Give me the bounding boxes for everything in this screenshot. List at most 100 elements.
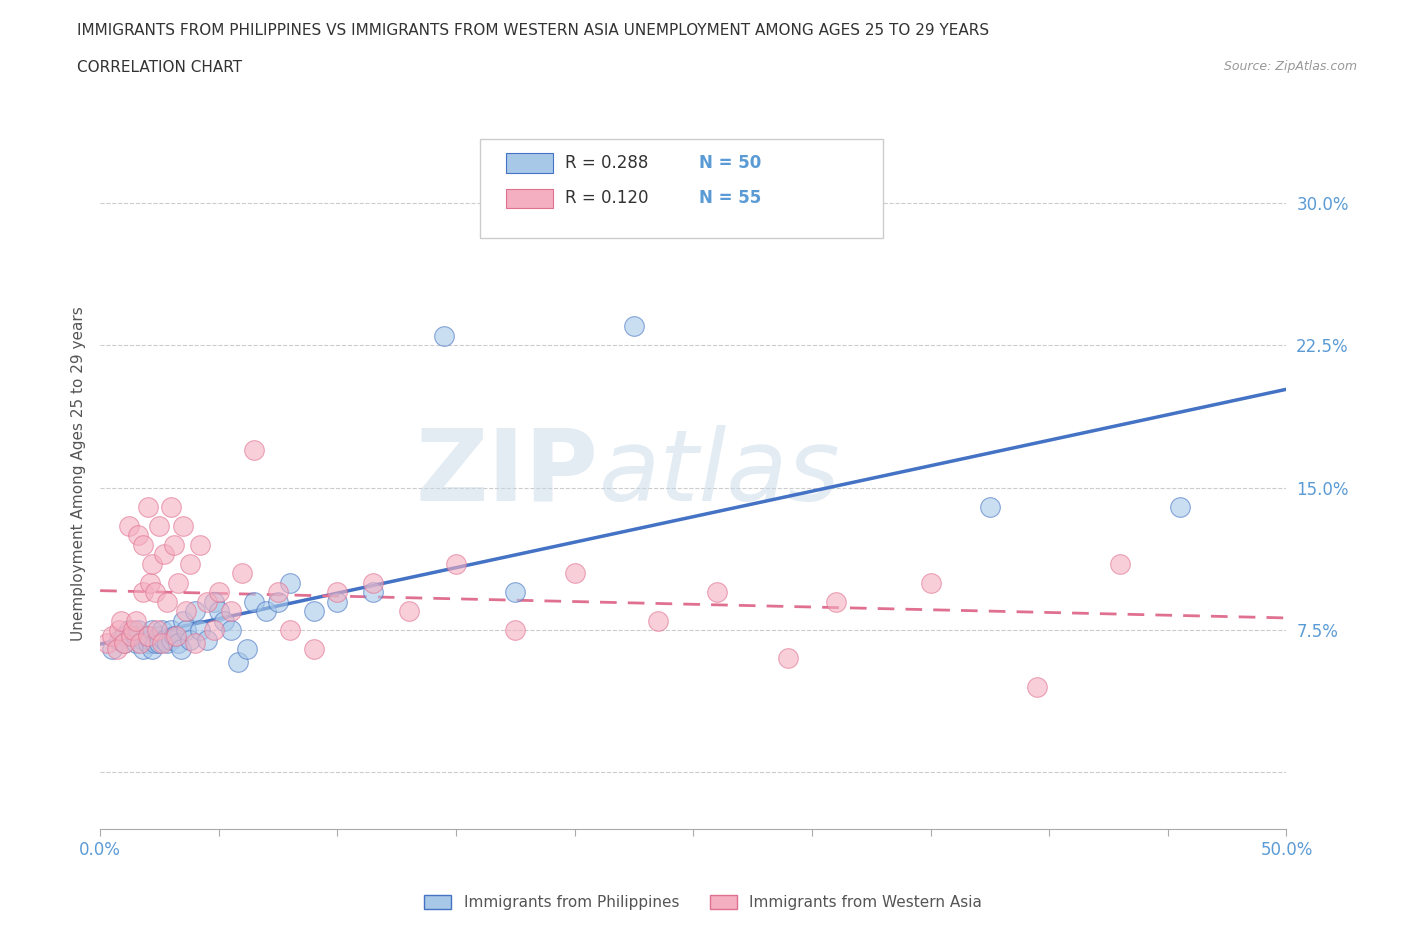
Text: IMMIGRANTS FROM PHILIPPINES VS IMMIGRANTS FROM WESTERN ASIA UNEMPLOYMENT AMONG A: IMMIGRANTS FROM PHILIPPINES VS IMMIGRANT… <box>77 23 990 38</box>
Point <box>326 585 349 600</box>
Point <box>120 629 142 644</box>
Point <box>165 629 187 644</box>
Point <box>125 613 148 628</box>
Point <box>208 585 231 600</box>
Point <box>212 613 235 628</box>
Point <box>278 575 301 590</box>
Point <box>167 575 190 590</box>
Point <box>132 642 155 657</box>
Point <box>160 622 183 637</box>
Point <box>101 629 124 644</box>
Point <box>444 556 467 571</box>
Point <box>236 642 259 657</box>
Text: N = 50: N = 50 <box>699 153 762 172</box>
Point <box>706 585 728 600</box>
Point <box>184 604 207 618</box>
Point <box>148 636 170 651</box>
Point <box>195 594 218 609</box>
Point <box>117 622 139 637</box>
Point <box>172 518 194 533</box>
Point <box>564 565 586 580</box>
Point <box>278 622 301 637</box>
Point <box>1168 499 1191 514</box>
Point <box>112 629 135 644</box>
Point <box>163 629 186 644</box>
Point <box>326 594 349 609</box>
Point <box>202 622 225 637</box>
Point <box>136 636 159 651</box>
Point <box>219 604 242 618</box>
Text: Source: ZipAtlas.com: Source: ZipAtlas.com <box>1223 60 1357 73</box>
Point <box>188 538 211 552</box>
Point <box>647 613 669 628</box>
Point <box>132 585 155 600</box>
Point <box>141 622 163 637</box>
FancyBboxPatch shape <box>506 189 554 208</box>
Point <box>160 499 183 514</box>
Point <box>132 632 155 647</box>
Point <box>302 642 325 657</box>
Point <box>243 594 266 609</box>
Point <box>148 518 170 533</box>
Point <box>219 622 242 637</box>
Point <box>143 585 166 600</box>
Point <box>132 538 155 552</box>
Point <box>136 629 159 644</box>
Point <box>623 319 645 334</box>
Text: CORRELATION CHART: CORRELATION CHART <box>77 60 242 75</box>
Text: N = 55: N = 55 <box>699 190 762 207</box>
Point <box>129 636 152 651</box>
Point <box>101 642 124 657</box>
Point <box>398 604 420 618</box>
Point <box>920 575 942 590</box>
Point <box>226 655 249 670</box>
Point <box>254 604 277 618</box>
Point <box>139 632 162 647</box>
Text: R = 0.120: R = 0.120 <box>565 190 648 207</box>
Point <box>1109 556 1132 571</box>
Legend: Immigrants from Philippines, Immigrants from Western Asia: Immigrants from Philippines, Immigrants … <box>416 887 990 918</box>
Point <box>174 604 197 618</box>
Point <box>824 594 846 609</box>
Text: R = 0.288: R = 0.288 <box>565 153 648 172</box>
Text: ZIP: ZIP <box>416 425 599 522</box>
Point <box>167 636 190 651</box>
Point <box>122 622 145 637</box>
Point <box>163 538 186 552</box>
Point <box>174 622 197 637</box>
Point <box>105 642 128 657</box>
Point <box>108 632 131 647</box>
Point <box>125 636 148 651</box>
Point <box>150 636 173 651</box>
Point <box>267 594 290 609</box>
Point <box>155 636 177 651</box>
Point <box>778 651 800 666</box>
Point <box>139 575 162 590</box>
Point <box>112 636 135 651</box>
Point <box>125 629 148 644</box>
Point <box>112 636 135 651</box>
Point <box>136 629 159 644</box>
FancyBboxPatch shape <box>479 139 883 238</box>
Point <box>172 613 194 628</box>
Point <box>208 604 231 618</box>
Point <box>146 622 169 637</box>
Point <box>184 636 207 651</box>
Point <box>179 556 201 571</box>
Point <box>361 575 384 590</box>
Point <box>150 622 173 637</box>
Point <box>153 547 176 562</box>
Point <box>141 556 163 571</box>
Point <box>1026 680 1049 695</box>
Point <box>195 632 218 647</box>
Point <box>243 442 266 457</box>
Point <box>143 636 166 651</box>
Point <box>160 632 183 647</box>
Point <box>361 585 384 600</box>
Point <box>127 622 149 637</box>
Point <box>108 622 131 637</box>
Point <box>302 604 325 618</box>
Point <box>231 565 253 580</box>
Point <box>202 594 225 609</box>
Point <box>188 622 211 637</box>
